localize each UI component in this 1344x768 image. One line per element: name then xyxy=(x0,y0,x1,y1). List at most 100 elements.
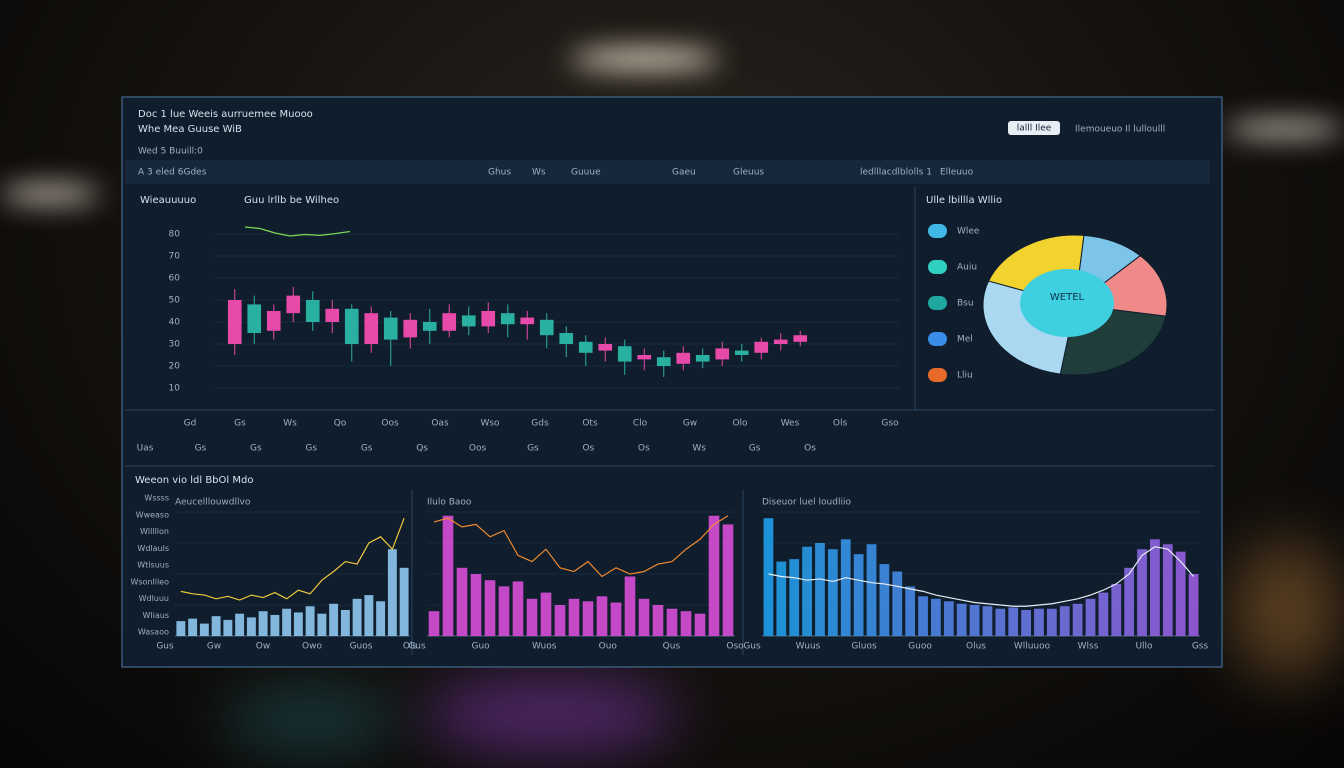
y-tick-label: 10 xyxy=(169,384,181,394)
x-tick-label: Wuus xyxy=(796,642,821,652)
x-tick-label: Wlss xyxy=(1078,642,1099,652)
bar xyxy=(305,606,315,636)
bar xyxy=(399,567,409,636)
floor-glow xyxy=(220,690,400,750)
bar xyxy=(708,515,720,636)
header-button-label[interactable]: lalll Ilee xyxy=(1017,124,1052,134)
candle-body xyxy=(305,300,320,322)
bar xyxy=(582,601,594,636)
candle-body xyxy=(559,333,574,344)
candle-body xyxy=(656,357,671,366)
y-tick-label: 60 xyxy=(169,274,181,284)
candle-body xyxy=(344,308,359,344)
toolbar xyxy=(125,160,1210,184)
x-tick-label: Gw xyxy=(207,642,221,652)
bar xyxy=(652,605,664,636)
toolbar-item[interactable]: Gaeu xyxy=(672,168,696,178)
bar xyxy=(352,598,362,636)
bar xyxy=(840,539,851,636)
candle-body xyxy=(266,311,281,331)
x-tick-label: Ouo xyxy=(599,642,618,652)
candle-body xyxy=(481,311,496,327)
floor-glow xyxy=(1230,540,1344,680)
bar xyxy=(526,598,538,636)
x-tick-label: Gs xyxy=(234,419,246,429)
y-label: Wweaso xyxy=(136,510,169,519)
y-tick-label: 30 xyxy=(169,340,181,350)
bar xyxy=(943,601,954,636)
bar xyxy=(1072,603,1083,636)
legend-label: Bsu xyxy=(957,299,974,309)
y-axis-title: Wieauuuuo xyxy=(140,195,196,206)
bar xyxy=(376,601,386,636)
candle-body xyxy=(442,313,457,331)
candle-body xyxy=(364,313,379,344)
chart-title: Guu lrllb be Wilheo xyxy=(244,195,339,206)
header-account: Ilemoueuo Il lulloulll xyxy=(1075,125,1165,135)
x-tick-label: Gw xyxy=(683,419,697,429)
legend-swatch xyxy=(928,332,947,346)
x-tick-label: Olo xyxy=(732,419,748,429)
x-tick-label: Gso xyxy=(881,419,899,429)
x-tick-label: Gus xyxy=(156,642,174,652)
bar xyxy=(853,554,864,636)
header-button[interactable] xyxy=(1008,121,1060,135)
candle-body xyxy=(286,295,301,314)
candle-body xyxy=(247,304,262,333)
x-tick-label: Gs xyxy=(250,444,262,454)
candle-body xyxy=(793,335,808,342)
bar xyxy=(680,611,692,636)
candle-body xyxy=(227,300,242,344)
candle-body xyxy=(520,317,535,325)
toolbar-item[interactable]: Elleuuo xyxy=(940,168,974,178)
bar xyxy=(568,598,580,636)
x-tick-label: Ws xyxy=(283,419,297,429)
bar xyxy=(1085,598,1096,636)
toolbar-item[interactable]: A 3 eled 6Gdes xyxy=(138,168,207,178)
bar xyxy=(1059,606,1070,636)
toolbar-item[interactable]: ledlllacdlblolls 1 xyxy=(860,168,932,178)
bar xyxy=(1175,551,1186,636)
bar xyxy=(258,611,268,636)
donut-center xyxy=(1020,269,1114,337)
toolbar-item[interactable]: Ws xyxy=(532,168,546,178)
bar xyxy=(866,544,877,636)
toolbar-item[interactable]: Ghus xyxy=(488,168,511,178)
candle-body xyxy=(637,355,652,360)
toolbar-item[interactable]: Gleuus xyxy=(733,168,764,178)
x-tick-label: Guoo xyxy=(908,642,932,652)
bar xyxy=(317,613,327,636)
y-label: Wasaoo xyxy=(138,628,169,637)
x-tick-label: Gss xyxy=(1192,642,1209,652)
bar xyxy=(610,602,622,636)
y-tick-label: 50 xyxy=(169,296,181,306)
bar xyxy=(1137,549,1147,636)
toolbar-item[interactable]: Guuue xyxy=(571,168,601,178)
legend-swatch xyxy=(928,224,947,238)
bar xyxy=(442,515,454,636)
header-status: Wed 5 Buuill:0 xyxy=(138,147,203,157)
bar xyxy=(638,598,650,636)
y-label: Wsonllleo xyxy=(130,577,169,586)
bar xyxy=(554,605,566,636)
legend-swatch xyxy=(928,368,947,382)
bar xyxy=(1111,583,1122,636)
line xyxy=(768,546,1195,607)
ceiling-light xyxy=(570,50,720,68)
bar xyxy=(456,567,468,636)
bar xyxy=(176,621,186,636)
bar xyxy=(484,580,496,636)
bar xyxy=(982,606,993,636)
x-tick-label: Gluos xyxy=(851,642,877,652)
candle-body xyxy=(383,317,398,340)
bar xyxy=(918,596,928,636)
bar xyxy=(892,571,903,636)
section-title: Weeon vio ldl BbOl Mdo xyxy=(135,475,253,486)
x-tick-label: Os xyxy=(638,444,650,454)
bar xyxy=(827,549,838,636)
bar xyxy=(235,613,245,636)
bar xyxy=(1008,607,1019,636)
bar xyxy=(498,586,510,636)
x-tick-label: Ws xyxy=(692,444,706,454)
